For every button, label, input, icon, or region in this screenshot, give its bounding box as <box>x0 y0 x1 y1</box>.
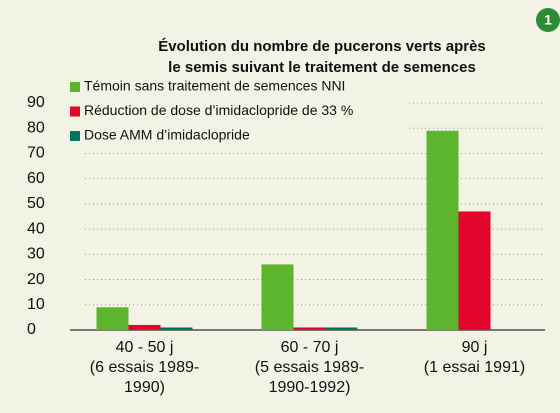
y-tick-label: 20 <box>27 271 45 288</box>
bar <box>96 307 129 330</box>
x-tick-line: 90 j <box>462 339 488 356</box>
y-tick-label: 10 <box>27 296 45 313</box>
legend-background <box>66 78 406 148</box>
x-tick-line: 1990) <box>124 379 165 396</box>
legend-swatch <box>70 82 80 92</box>
y-tick-label: 80 <box>27 119 45 136</box>
badge <box>536 8 560 32</box>
chart-title: Évolution du nombre de pucerons verts ap… <box>158 38 486 55</box>
x-tick-line: 60 - 70 j <box>281 339 339 356</box>
y-tick-label: 30 <box>27 246 45 263</box>
x-tick-label: 40 - 50 j (6 essais 1989- 1990) <box>90 339 199 396</box>
x-tick-line: 40 - 50 j <box>116 339 174 356</box>
chart-title: le semis suivant le traitement de semenc… <box>168 59 476 76</box>
y-tick-label: 40 <box>27 220 45 237</box>
x-tick-label: 60 - 70 j (5 essais 1989- 1990-1992) <box>255 339 364 396</box>
bar <box>261 264 294 330</box>
badge-label: 1 <box>544 12 552 28</box>
y-tick-label: 70 <box>27 145 45 162</box>
legend-swatch <box>70 106 80 117</box>
bar <box>160 327 193 330</box>
x-tick-line: (6 essais 1989- <box>90 359 199 376</box>
bar <box>426 130 459 330</box>
bar <box>293 327 326 330</box>
bar <box>458 211 491 330</box>
legend-swatch <box>70 131 80 141</box>
x-tick-label: 90 j (1 essai 1991) <box>424 339 525 376</box>
x-tick-line: (1 essai 1991) <box>424 359 525 376</box>
y-tick-label: 50 <box>27 195 45 212</box>
legend-label: Réduction de dose d’imidaclopride de 33 … <box>84 102 353 118</box>
x-tick-line: (5 essais 1989- <box>255 359 364 376</box>
bar <box>128 324 161 330</box>
y-tick-label: 90 <box>27 94 45 111</box>
bar <box>325 327 358 330</box>
legend-label: Témoin sans traitement de semences NNI <box>84 78 345 94</box>
y-tick-label: 0 <box>27 321 36 338</box>
x-tick-line: 1990-1992) <box>269 379 351 396</box>
legend-label: Dose AMM d’imidaclopride <box>84 127 250 143</box>
y-tick-label: 60 <box>27 170 45 187</box>
